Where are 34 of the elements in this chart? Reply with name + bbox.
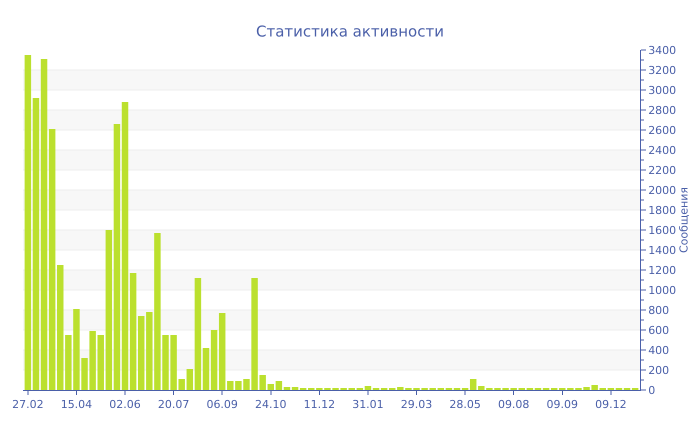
x-tick-label: 27.02 xyxy=(12,398,44,412)
x-tick-label: 29.03 xyxy=(400,398,432,412)
y-tick-label: 1600 xyxy=(648,224,676,237)
x-tick-label: 09.09 xyxy=(546,398,578,412)
y-tick-label: 600 xyxy=(648,324,670,337)
y-tick-label: 3000 xyxy=(648,84,676,97)
x-tick-label: 06.09 xyxy=(206,398,238,412)
y-tick-label: 2600 xyxy=(648,124,676,137)
bar xyxy=(202,348,210,390)
x-tick-label: 31.01 xyxy=(352,398,384,412)
y-tick-label: 2800 xyxy=(648,104,676,117)
y-axis-title: Сообщения xyxy=(677,186,690,254)
y-tick-label: 1800 xyxy=(648,204,676,217)
x-tick-label: 11.12 xyxy=(304,398,336,412)
y-tick-label: 2000 xyxy=(648,184,676,197)
y-tick-label: 800 xyxy=(648,304,670,317)
y-tick-label: 200 xyxy=(648,364,670,377)
y-tick-label: 2200 xyxy=(648,164,676,177)
x-tick-label: 09.12 xyxy=(595,398,627,412)
x-tick-label: 20.07 xyxy=(158,398,190,412)
x-tick-label: 28.05 xyxy=(449,398,481,412)
y-tick-label: 3200 xyxy=(648,64,676,77)
chart-title: Статистика активности xyxy=(256,22,444,40)
y-tick-label: 1400 xyxy=(648,244,676,257)
x-tick-label: 02.06 xyxy=(109,398,141,412)
y-tick-label: 400 xyxy=(648,344,670,357)
x-tick-label: 15.04 xyxy=(60,398,92,412)
y-tick-label: 2400 xyxy=(648,144,676,157)
x-tick-label: 09.08 xyxy=(498,398,530,412)
y-tick-label: 1000 xyxy=(648,284,676,297)
y-tick-label: 3400 xyxy=(648,44,676,57)
x-tick-label: 24.10 xyxy=(255,398,287,412)
y-tick-label: 1200 xyxy=(648,264,676,277)
y-tick-label: 0 xyxy=(648,384,656,397)
